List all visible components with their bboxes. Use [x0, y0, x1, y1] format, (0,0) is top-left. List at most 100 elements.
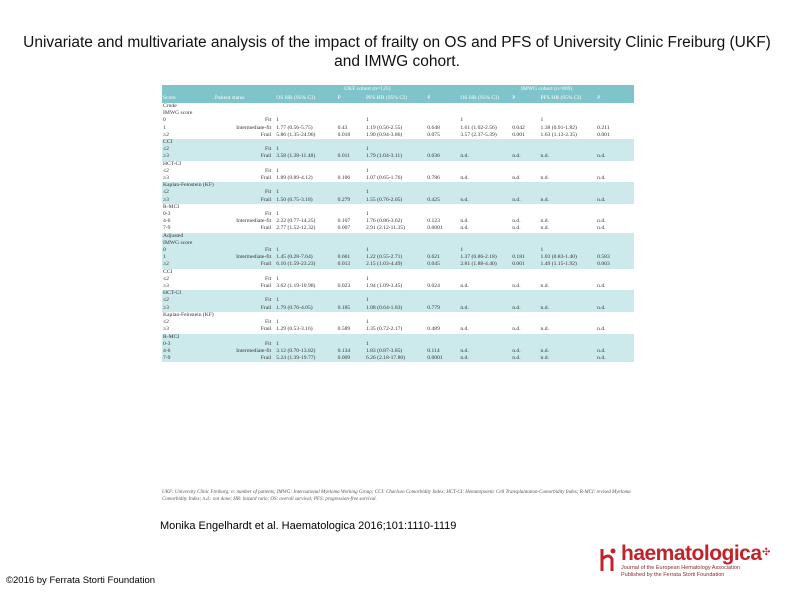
table-row: CCI: [162, 269, 634, 276]
table-cell: 1: [276, 117, 280, 124]
table-cell: [426, 312, 459, 319]
table-cell: 6.26 (2.18-17.80): [365, 355, 406, 362]
table-cell: 0.489: [427, 326, 440, 333]
table-cell: [540, 189, 597, 196]
table-cell: [337, 211, 365, 218]
table-cell: [540, 211, 597, 218]
table-row: IMWG score: [162, 110, 634, 117]
table-cell: [596, 240, 634, 247]
table-cell: 0.43: [337, 124, 348, 131]
table-cell: [214, 312, 275, 319]
table-cell: n.d.: [512, 326, 521, 333]
table-cell: ≤2: [163, 275, 169, 282]
table-row: ≤2 Fit 1 1: [162, 319, 634, 326]
table-cell: [426, 334, 459, 341]
table-cell: [337, 319, 365, 326]
table-cell: [337, 290, 365, 297]
table-cell: IMWG score: [163, 110, 193, 117]
table-cell: 1: [365, 275, 369, 282]
table-cell: [275, 240, 336, 247]
table-cell: [426, 161, 459, 168]
table-cell: [511, 103, 539, 110]
table-cell: n.d.: [512, 153, 521, 160]
table-cell: [459, 168, 511, 175]
table-cell: Fit: [265, 319, 272, 326]
table-cell: [365, 290, 426, 297]
table-cell: [214, 204, 275, 211]
table-cell: [426, 233, 459, 240]
table-cell: [426, 117, 459, 124]
table-row: R-MCI: [162, 204, 634, 211]
table-body: Crude IMWG score 0 Fit 1 1 1 1 1 Intermediate-fit…: [162, 103, 634, 363]
table-cell: ≤2: [163, 146, 169, 153]
table-cell: [511, 117, 539, 124]
table-cell: [596, 247, 634, 254]
table-cell: [426, 189, 459, 196]
table-cell: [275, 103, 336, 110]
table-cell: [540, 161, 597, 168]
table-cell: [214, 290, 275, 297]
table-cell: 0.001: [512, 131, 525, 138]
table-cell: 1.29 (0.53-3.16): [276, 326, 313, 333]
table-cell: [426, 168, 459, 175]
table-row: ≤2 Fit 1 1: [162, 297, 634, 305]
table-cell: [426, 269, 459, 276]
table-cell: n.d.: [512, 355, 521, 362]
table-cell: [426, 341, 459, 348]
table-cell: 1.90 (0.94-3.86): [365, 131, 403, 138]
table-cell: [511, 269, 539, 276]
table-cell: ≥3: [163, 153, 169, 160]
table-cell: [337, 233, 365, 240]
table-cell: 0.107: [337, 218, 351, 225]
table-cell: [511, 182, 539, 189]
table-cell: 1.94 (1.09-3.45): [365, 283, 403, 290]
table-cell: [337, 334, 365, 341]
table-cell: n.d.: [597, 355, 606, 362]
table-row: ≤2 Fit 1 1: [162, 189, 634, 197]
table-cell: [511, 319, 539, 326]
table-cell: 1: [540, 117, 544, 124]
table-cell: [596, 269, 634, 276]
table-row: ≥2 Frail 5.86 (1.35-24.96) 0.018 1.90 (0.94-…: [162, 132, 634, 139]
table-cell: [275, 110, 336, 117]
table-cell: [511, 290, 539, 297]
table-cell: [337, 161, 365, 168]
table-cell: [596, 161, 634, 168]
table-row: 7-9 Frail 2.77 (1.52-12.32) 0.007 2.91 (2.12…: [162, 225, 634, 232]
table-cell: Fit: [265, 340, 272, 347]
table-cell: n.d.: [460, 218, 469, 225]
table-cell: [426, 276, 459, 283]
table-cell: 1: [365, 146, 369, 153]
table-cell: 0-3: [163, 340, 171, 347]
table-cell: [459, 319, 511, 326]
table-cell: Frail: [260, 355, 272, 362]
table-cell: R-MCI: [163, 203, 180, 210]
table-cell: [511, 204, 539, 211]
table-cell: [365, 103, 426, 110]
table-cell: 0.786: [427, 175, 440, 182]
table-cell: [459, 189, 511, 196]
table-cell: [459, 204, 511, 211]
table-cell: n.d.: [540, 355, 549, 362]
table-cell: 1: [276, 319, 280, 326]
table-cell: [337, 117, 365, 124]
table-cell: [459, 110, 511, 117]
table-cell: [275, 269, 336, 276]
table-cell: Intermediate-fit: [236, 124, 272, 131]
table-cell: 1.38 (0.91-1.82): [540, 124, 577, 131]
table-cell: [540, 233, 597, 240]
table-cell: 1: [276, 189, 280, 196]
logo-name: haematologica: [621, 542, 762, 565]
table-cell: 1.45 (0.28-7.64): [276, 254, 313, 261]
table-row: ≥3 Frail 1.50 (0.75-3.18) 0.279 1.55 (0.76-2…: [162, 196, 634, 204]
table-cell: n.d.: [597, 347, 606, 354]
table-cell: [426, 247, 459, 254]
table-cell: n.d.: [460, 175, 469, 182]
table-cell: R-MCI: [163, 333, 180, 340]
table-cell: [511, 247, 539, 254]
table-cell: 2.91 (2.12-11.35): [365, 225, 405, 232]
table-cell: Adjusted: [163, 232, 184, 239]
table-cell: [540, 146, 597, 153]
table-cell: n.d.: [540, 283, 549, 290]
table-cell: [214, 110, 275, 117]
